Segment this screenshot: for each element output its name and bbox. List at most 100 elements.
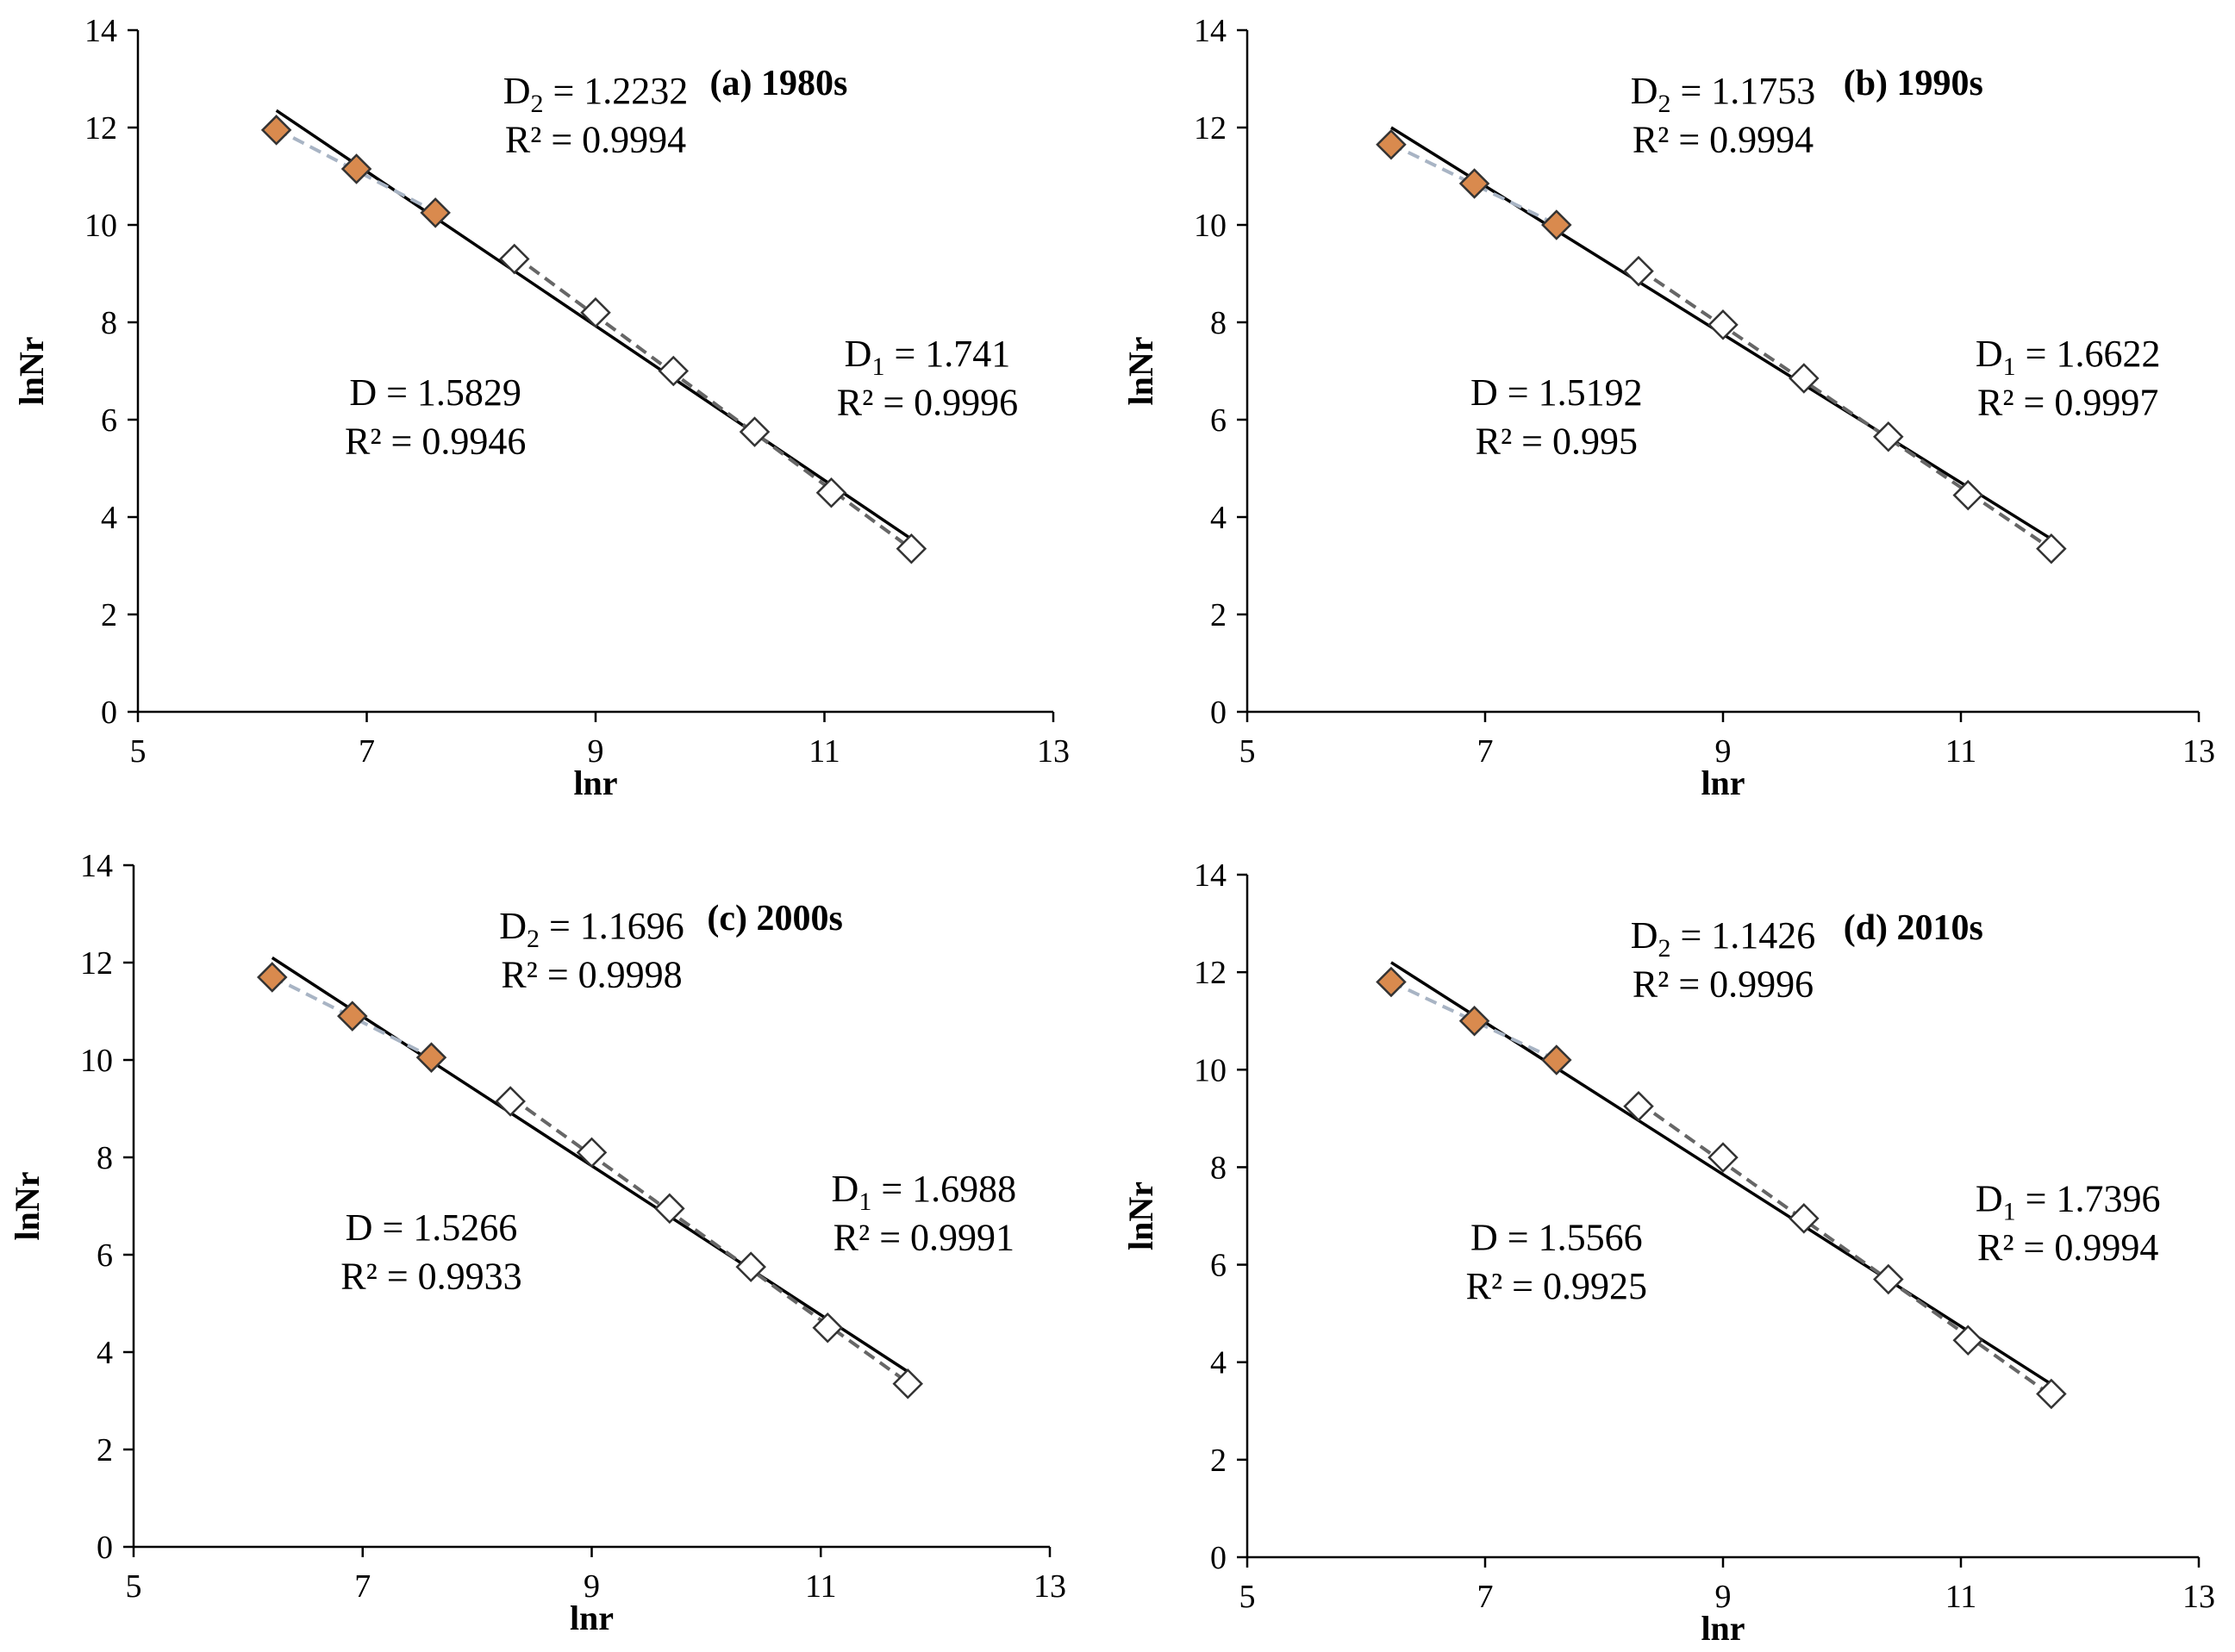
- panel-title: (a) 1980s: [709, 64, 847, 103]
- data-point-large-scale: [1707, 309, 1739, 340]
- x-tick-label: 7: [1477, 733, 1494, 770]
- data-point-small-scale: [337, 1001, 368, 1032]
- data-point-small-scale: [1376, 129, 1407, 160]
- x-tick-label: 7: [1477, 1579, 1494, 1615]
- data-point-large-scale: [658, 355, 690, 387]
- data-point-small-scale: [1541, 1044, 1572, 1075]
- y-tick-label: 14: [1194, 857, 1227, 894]
- small-scale-r2-label: R² = 0.9998: [501, 953, 682, 995]
- small-scale-dimension-label: D2 = 1.1753: [1631, 70, 1816, 118]
- x-tick-label: 11: [1945, 733, 1977, 770]
- y-tick-label: 6: [1210, 1248, 1227, 1284]
- overall-dimension-label: D = 1.5829: [349, 371, 521, 414]
- large-scale-fit-line: [513, 253, 913, 551]
- y-tick-label: 4: [97, 1335, 113, 1371]
- chart-panel-1: 0 2 4 6 8 10 12 14 5 7 9 11 13 lnr lnNr (a) 1980s D2 = 1…: [12, 13, 1070, 802]
- y-tick-label: 2: [97, 1432, 113, 1468]
- y-tick-label: 0: [1210, 695, 1227, 731]
- y-tick-label: 4: [1210, 1345, 1227, 1381]
- y-tick-label: 12: [1194, 110, 1227, 146]
- data-point-large-scale: [1873, 421, 1904, 452]
- x-tick-label: 13: [1033, 1568, 1066, 1605]
- y-tick-label: 8: [1210, 1150, 1227, 1186]
- chart-panel-2: 0 2 4 6 8 10 12 14 5 7 9 11 13 lnr lnNr (b) 1990s D2 = 1…: [1121, 13, 2215, 802]
- data-point-large-scale: [735, 1251, 766, 1282]
- x-axis-label: lnr: [570, 1599, 614, 1637]
- y-tick-label: 10: [1194, 1052, 1227, 1088]
- x-tick-label: 9: [584, 1568, 600, 1605]
- data-point-large-scale: [2036, 1378, 2067, 1410]
- data-point-large-scale: [2036, 533, 2067, 564]
- data-point-large-scale: [1952, 1325, 1984, 1356]
- y-tick-label: 12: [80, 945, 113, 982]
- small-scale-dimension-label: D2 = 1.1696: [499, 905, 684, 953]
- y-tick-label: 6: [1210, 402, 1227, 439]
- y-tick-label: 4: [101, 500, 117, 536]
- y-tick-label: 10: [1194, 208, 1227, 244]
- y-tick-label: 14: [80, 848, 113, 884]
- overall-dimension-label: D = 1.5192: [1470, 371, 1643, 414]
- y-tick-label: 2: [1210, 1443, 1227, 1479]
- x-tick-label: 5: [126, 1568, 142, 1605]
- y-tick-label: 6: [97, 1237, 113, 1274]
- data-point-large-scale: [498, 243, 530, 275]
- large-scale-r2-label: R² = 0.9996: [837, 381, 1018, 423]
- y-tick-label: 12: [1194, 955, 1227, 991]
- data-point-small-scale: [415, 1042, 447, 1073]
- chart-panel-4: 0 2 4 6 8 10 12 14 5 7 9 11 13 lnr lnNr (d) 2010s D2 = 1…: [1121, 857, 2215, 1648]
- large-scale-dimension-label: D1 = 1.6988: [832, 1168, 1017, 1216]
- y-axis-label: lnNr: [1121, 1181, 1160, 1250]
- small-scale-fit-line: [1390, 142, 1558, 227]
- large-scale-r2-label: R² = 0.9994: [1977, 1226, 2158, 1269]
- data-point-small-scale: [260, 115, 292, 146]
- y-tick-label: 2: [1210, 597, 1227, 633]
- x-tick-label: 11: [805, 1568, 837, 1605]
- data-point-large-scale: [1789, 363, 1820, 394]
- x-tick-label: 11: [808, 733, 840, 770]
- overall-fit-line: [1390, 961, 2052, 1386]
- x-tick-label: 9: [588, 733, 604, 770]
- overall-dimension-label: D = 1.5266: [346, 1206, 518, 1249]
- x-axis-label: lnr: [573, 764, 617, 802]
- small-scale-fit-line: [271, 975, 433, 1059]
- y-tick-label: 4: [1210, 500, 1227, 536]
- data-point-large-scale: [580, 296, 611, 328]
- x-tick-label: 9: [1715, 1579, 1732, 1615]
- data-point-large-scale: [654, 1193, 685, 1225]
- y-tick-label: 8: [101, 305, 117, 341]
- data-point-small-scale: [420, 197, 451, 228]
- data-point-small-scale: [1458, 1005, 1490, 1037]
- y-tick-label: 0: [1210, 1540, 1227, 1576]
- overall-r2-label: R² = 0.995: [1476, 421, 1638, 463]
- y-tick-label: 8: [97, 1140, 113, 1176]
- x-tick-label: 11: [1945, 1579, 1977, 1615]
- data-point-large-scale: [1623, 255, 1654, 287]
- data-point-large-scale: [1952, 479, 1984, 511]
- panel-title: (c) 2000s: [707, 899, 842, 938]
- x-tick-label: 9: [1715, 733, 1732, 770]
- large-scale-r2-label: R² = 0.9997: [1977, 381, 2158, 423]
- overall-r2-label: R² = 0.9933: [340, 1256, 521, 1298]
- data-point-large-scale: [815, 477, 847, 508]
- large-scale-fit-line: [1637, 267, 2053, 551]
- small-scale-r2-label: R² = 0.9996: [1633, 963, 1814, 1005]
- x-tick-label: 13: [2182, 1579, 2215, 1615]
- x-tick-label: 13: [2182, 733, 2215, 770]
- small-scale-r2-label: R² = 0.9994: [1633, 118, 1814, 160]
- data-point-large-scale: [1873, 1263, 1904, 1295]
- data-point-large-scale: [1623, 1090, 1654, 1122]
- large-scale-fit-line: [509, 1095, 909, 1384]
- data-point-large-scale: [739, 416, 771, 447]
- y-axis-label: lnNr: [8, 1172, 47, 1241]
- large-scale-dimension-label: D1 = 1.7396: [1976, 1177, 2161, 1225]
- y-tick-label: 14: [1194, 13, 1227, 49]
- x-tick-label: 7: [359, 733, 375, 770]
- small-scale-dimension-label: D2 = 1.1426: [1631, 914, 1816, 963]
- y-tick-label: 12: [84, 110, 117, 146]
- x-axis-label: lnr: [1701, 764, 1745, 802]
- overall-r2-label: R² = 0.9946: [345, 421, 526, 463]
- large-scale-r2-label: R² = 0.9991: [833, 1216, 1014, 1258]
- data-point-large-scale: [1707, 1142, 1739, 1173]
- y-axis-label: lnNr: [12, 337, 51, 406]
